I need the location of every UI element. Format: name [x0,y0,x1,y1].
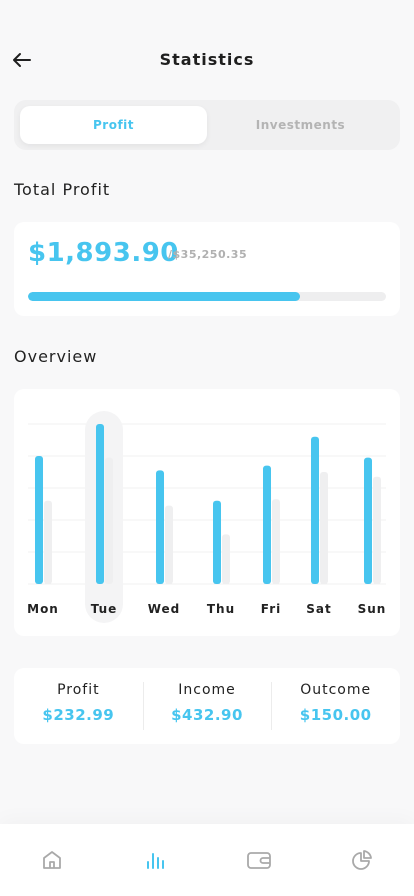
nav-reports[interactable] [342,840,382,880]
nav-wallet[interactable] [239,840,279,880]
home-icon [42,851,61,869]
overview-chart-card: Mon Tue Wed Thu Fri Sat Sun [14,389,400,636]
bar-wed-series-2 [165,505,173,584]
x-tick-label-wed: Wed [148,602,181,616]
bottom-nav [0,824,414,896]
nav-home[interactable] [32,840,72,880]
x-tick-label-tue: Tue [91,602,118,616]
stat-profit: Profit $232.99 [14,668,143,744]
stat-outcome-label: Outcome [300,682,372,698]
pie-chart-icon [352,850,373,870]
overview-title: Overview [14,347,98,366]
bar-mon-series-2 [44,500,52,584]
bar-sat-series-1 [311,436,319,584]
arrow-left-icon [13,53,31,67]
bar-fri-series-2 [272,499,280,584]
back-button[interactable] [10,48,34,72]
bar-chart-icon [147,853,165,869]
bar-sat-series-2 [320,472,328,584]
nav-statistics[interactable] [135,840,175,880]
bar-wed-series-1 [156,470,164,584]
stat-income-label: Income [178,682,236,698]
bar-mon-series-1 [35,456,43,584]
page-title: Statistics [159,50,255,69]
bar-thu-series-2 [222,534,230,584]
total-profit-card: $1,893.90 /$35,250.35 [14,222,400,316]
profit-progress-bar [28,292,386,301]
profit-total: /$35,250.35 [168,248,248,261]
stat-outcome: Outcome $150.00 [271,668,400,744]
bar-tue-series-1 [96,424,104,584]
x-tick-label-sun: Sun [358,602,387,616]
x-tick-label-mon: Mon [27,602,59,616]
x-tick-label-thu: Thu [207,602,235,616]
segmented-control: Profit Investments [14,100,400,150]
profit-progress-fill [28,292,301,301]
summary-stats-card: Profit $232.99 Income $432.90 Outcome $1… [14,668,400,744]
tab-profit[interactable]: Profit [20,106,207,144]
bar-tue-series-2 [105,457,113,584]
tab-investments[interactable]: Investments [255,118,346,132]
stat-income: Income $432.90 [142,668,272,744]
wallet-icon [246,852,271,869]
profit-amount: $1,893.90 [28,238,179,268]
x-tick-label-fri: Fri [261,602,281,616]
x-tick-label-sat: Sat [306,602,331,616]
total-profit-title: Total Profit [14,180,111,199]
stat-income-value: $432.90 [171,706,243,724]
bar-sun-series-2 [373,476,381,584]
stat-profit-value: $232.99 [42,706,115,724]
overview-bar-chart: Mon Tue Wed Thu Fri Sat Sun [27,411,387,623]
bar-fri-series-1 [263,465,271,584]
stat-profit-label: Profit [57,682,100,698]
bar-sun-series-1 [364,457,372,584]
bar-thu-series-1 [213,500,221,584]
stat-outcome-value: $150.00 [299,706,372,724]
header: Statistics [0,40,414,80]
